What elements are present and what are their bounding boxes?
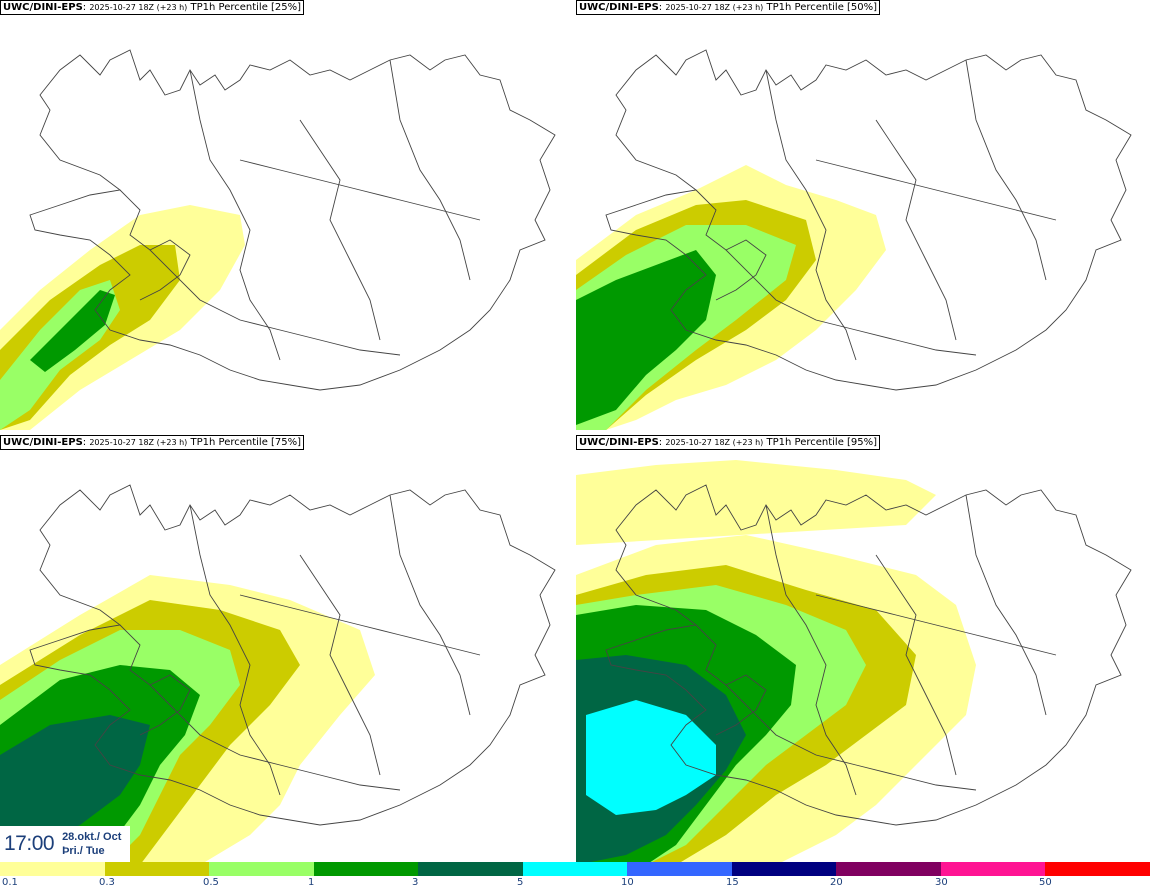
param-name: TP1h Percentile [50%] [766, 2, 878, 13]
colorbar-segment [522, 862, 628, 876]
panel-title: UWC/DINI-EPS: 2025-10-27 18Z (+23 h) TP1… [0, 435, 305, 450]
colorbar-ticks: 0.1 0.3 0.5 1 3 5 10 15 20 30 50 [0, 877, 1150, 891]
param-name: TP1h Percentile [75%] [190, 437, 302, 448]
colorbar-segment [209, 862, 314, 876]
colorbar-tick-label: 0.5 [203, 877, 219, 888]
panel-title: UWC/DINI-EPS: 2025-10-27 18Z (+23 h) TP1… [576, 435, 881, 450]
colorbar-tick-label: 3 [412, 877, 419, 888]
colorbar-segment [836, 862, 941, 876]
colorbar-tick-label: 0.3 [99, 877, 115, 888]
panel-title: UWC/DINI-EPS: 2025-10-27 18Z (+23 h) TP1… [576, 0, 881, 15]
panel-divider [573, 0, 576, 862]
model-name: UWC/DINI-EPS [579, 2, 659, 13]
valid-date: 28.okt./ Oct Þri./ Tue [62, 830, 121, 858]
panel-title: UWC/DINI-EPS: 2025-10-27 18Z (+23 h) TP1… [0, 0, 305, 15]
colorbar-tick-label: 20 [830, 877, 843, 888]
precip-map-p95 [576, 460, 1132, 865]
colorbar-tick-label: 10 [621, 877, 634, 888]
map-panel-p75: UWC/DINI-EPS: 2025-10-27 18Z (+23 h) TP1… [0, 435, 573, 865]
colorbar-segment [940, 862, 1046, 876]
colorbar-tick-label: 5 [517, 877, 524, 888]
colorbar-tick-label: 30 [935, 877, 948, 888]
model-name: UWC/DINI-EPS [3, 2, 83, 13]
precip-map-p50 [576, 49, 1132, 430]
valid-date-weekday: Þri./ Tue [62, 845, 105, 857]
param-name: TP1h Percentile [25%] [190, 2, 302, 13]
precip-map-p75 [0, 484, 556, 865]
colorbar-segment [418, 862, 523, 876]
colorbar-segment [313, 862, 419, 876]
colorbar-tick-label: 50 [1039, 877, 1052, 888]
colorbar-segment [104, 862, 210, 876]
run-time: 2025-10-27 18Z (+23 h) [89, 438, 188, 447]
colorbar-tick-label: 15 [726, 877, 739, 888]
model-name: UWC/DINI-EPS [579, 437, 659, 448]
param-name: TP1h Percentile [95%] [766, 437, 878, 448]
model-name: UWC/DINI-EPS [3, 437, 83, 448]
precip-map-p25 [0, 49, 556, 430]
map-panel-p50: UWC/DINI-EPS: 2025-10-27 18Z (+23 h) TP1… [576, 0, 1149, 430]
run-time: 2025-10-27 18Z (+23 h) [665, 3, 764, 12]
colorbar-segment [1045, 862, 1150, 876]
valid-time: 17:00 [4, 832, 55, 855]
valid-time-box: 17:00 28.okt./ Oct Þri./ Tue [0, 826, 130, 862]
map-panel-p25: UWC/DINI-EPS: 2025-10-27 18Z (+23 h) TP1… [0, 0, 573, 430]
colorbar-segment [731, 862, 837, 876]
map-panel-p95: UWC/DINI-EPS: 2025-10-27 18Z (+23 h) TP1… [576, 435, 1149, 865]
run-time: 2025-10-27 18Z (+23 h) [89, 3, 188, 12]
colorbar-tick-label: 0.1 [2, 877, 18, 888]
precip-colorbar [0, 862, 1150, 876]
colorbar-tick-label: 1 [308, 877, 315, 888]
colorbar-segment [627, 862, 732, 876]
run-time: 2025-10-27 18Z (+23 h) [665, 438, 764, 447]
colorbar-segment [0, 862, 105, 876]
valid-date-day: 28.okt./ Oct [62, 831, 122, 843]
